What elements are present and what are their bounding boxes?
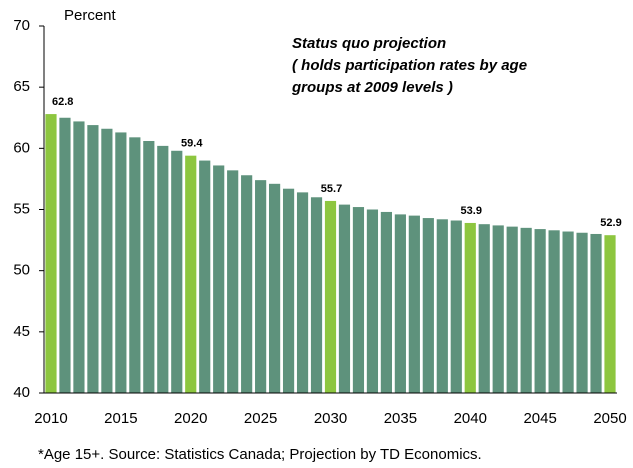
bar: [87, 125, 99, 393]
value-label: 52.9: [600, 217, 621, 229]
y-axis-label: Percent: [64, 7, 117, 24]
x-tick-label: 2050: [593, 410, 626, 427]
bar: [269, 183, 281, 393]
bar: [352, 207, 365, 393]
value-label: 53.9: [461, 205, 482, 217]
x-tick-label: 2020: [174, 410, 207, 427]
bar: [101, 128, 113, 393]
bar: [590, 233, 602, 393]
bar: [450, 220, 462, 393]
bar: [115, 132, 127, 393]
y-tick-label: 40: [13, 384, 30, 401]
bar: [338, 204, 351, 393]
y-tick-label: 60: [13, 139, 30, 156]
footnote: *Age 15+. Source: Statistics Canada; Pro…: [38, 446, 482, 463]
bar: [548, 230, 560, 393]
bar: [255, 180, 267, 393]
y-tick-label: 65: [13, 78, 30, 95]
bar: [520, 227, 532, 393]
bar: [380, 211, 392, 393]
bar: [534, 229, 546, 393]
bar: [366, 209, 379, 393]
bar: [157, 145, 169, 393]
bar: [296, 192, 309, 393]
bar: [506, 226, 518, 393]
x-tick-label: 2035: [384, 410, 417, 427]
y-tick-label: 55: [13, 200, 30, 217]
bar: [394, 214, 406, 393]
bar: [241, 175, 253, 393]
bar: [45, 114, 57, 393]
value-label: 62.8: [52, 96, 73, 108]
bar: [436, 219, 448, 393]
bar: [576, 232, 588, 393]
bar: [129, 137, 141, 393]
x-tick-label: 2010: [34, 410, 67, 427]
bar: [171, 150, 183, 393]
annotation: groups at 2009 levels ): [291, 79, 453, 96]
bar: [422, 218, 434, 393]
bar: [310, 197, 323, 393]
value-label: 59.4: [181, 138, 203, 150]
y-tick-label: 70: [13, 17, 30, 34]
bar: [478, 224, 490, 393]
annotation: Status quo projection: [292, 35, 446, 52]
bar: [282, 188, 295, 393]
x-tick-label: 2030: [314, 410, 347, 427]
bar: [492, 225, 504, 393]
bar: [562, 231, 574, 393]
x-tick-label: 2025: [244, 410, 277, 427]
bar: [604, 235, 616, 393]
y-tick-label: 45: [13, 323, 30, 340]
y-tick-label: 50: [13, 262, 30, 279]
bar: [227, 170, 239, 393]
x-tick-label: 2015: [104, 410, 137, 427]
bar: [185, 155, 197, 393]
bar: [143, 140, 155, 393]
bar: [213, 165, 225, 393]
bar: [59, 117, 71, 393]
bar: [324, 200, 337, 393]
value-label: 55.7: [321, 183, 342, 195]
bar: [73, 121, 85, 394]
x-tick-label: 2045: [523, 410, 556, 427]
annotation: ( holds participation rates by age: [292, 57, 527, 74]
bar: [199, 160, 211, 393]
bar: [464, 222, 476, 393]
bar: [408, 215, 420, 393]
x-tick-label: 2040: [454, 410, 487, 427]
